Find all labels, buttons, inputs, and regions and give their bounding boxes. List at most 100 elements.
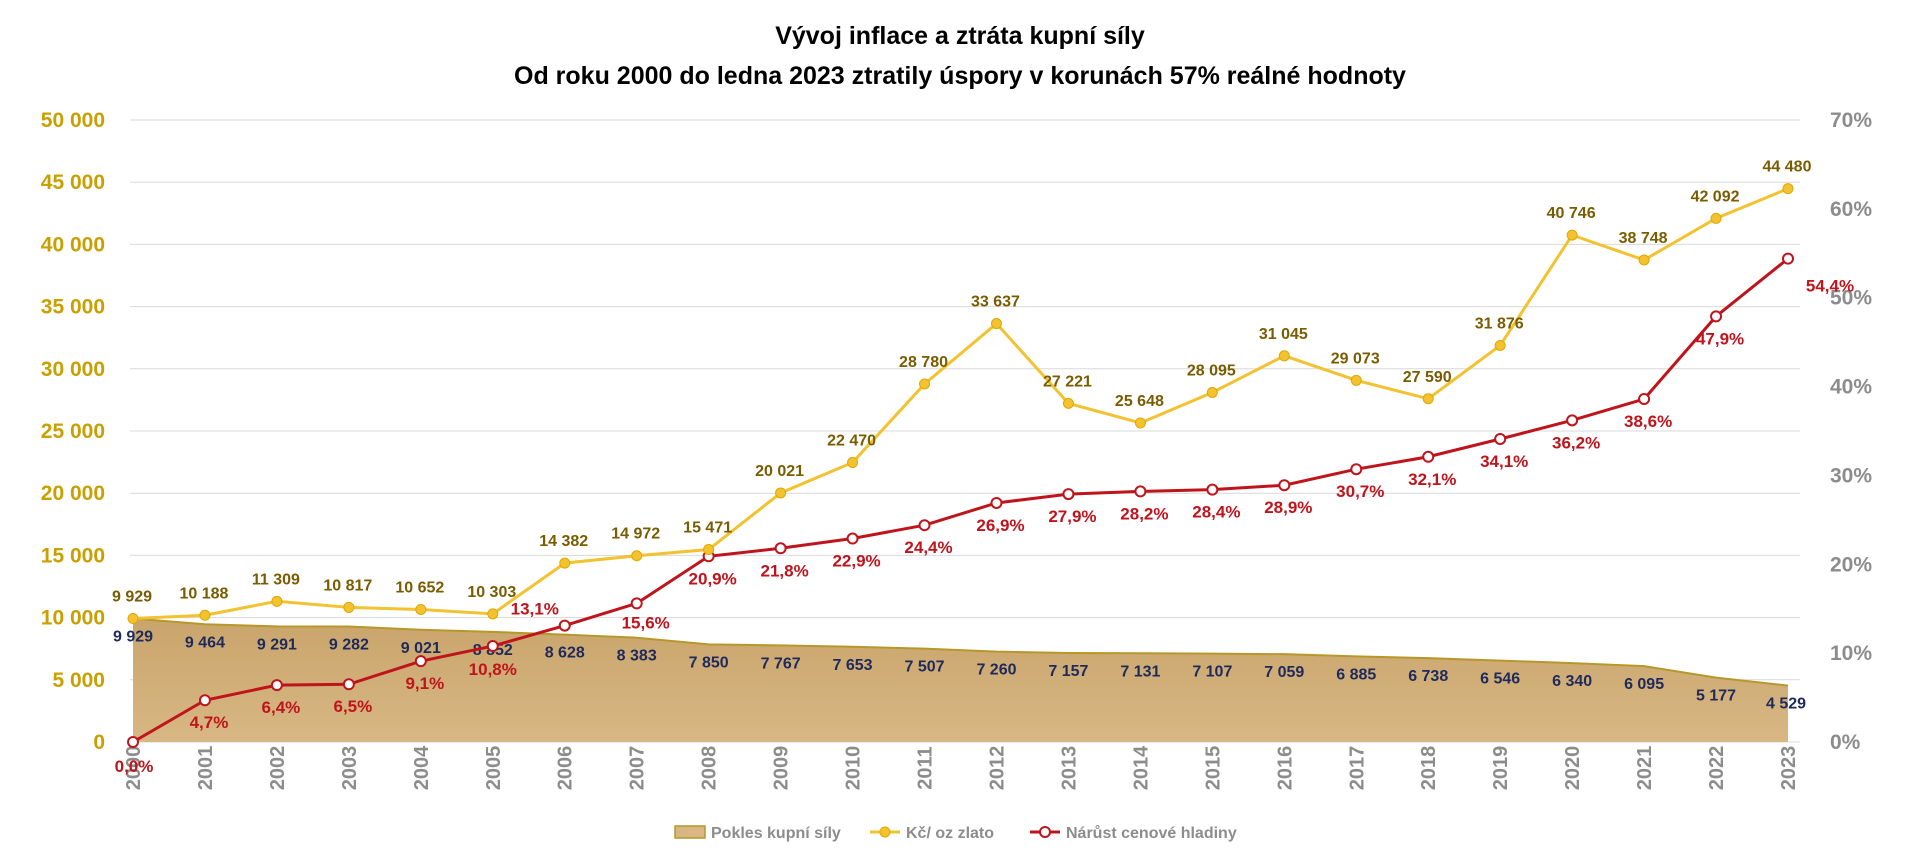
- x-tick-label: 2023: [1778, 746, 1800, 791]
- x-tick-label: 2019: [1490, 746, 1512, 791]
- inflation-data-label: 30,7%: [1336, 482, 1384, 501]
- area-data-label: 7 653: [833, 657, 873, 674]
- gold-point: [415, 603, 427, 615]
- x-tick-label: 2008: [699, 746, 721, 791]
- inflation-data-label: 9,1%: [405, 674, 444, 693]
- gold-data-label: 40 746: [1547, 205, 1596, 222]
- area-data-label: 9 282: [329, 637, 369, 654]
- series-area: 9 929 9 464 9 291 9 282 9 021 8 852 8 628 8 383…: [113, 617, 1806, 742]
- area-data-label: 5 177: [1696, 688, 1736, 705]
- left-axis-tick-label: 10 000: [41, 607, 105, 630]
- x-tick-label: 2010: [843, 746, 865, 791]
- area-data-label: 6 095: [1624, 676, 1664, 693]
- inflation-point: [1278, 479, 1291, 492]
- gold-point: [990, 318, 1002, 330]
- inflation-data-label: 6,5%: [333, 697, 372, 716]
- gold-point: [1134, 417, 1146, 429]
- gold-point: [1062, 397, 1074, 409]
- chart-title: Vývoj inflace a ztráta kupní síly: [775, 22, 1145, 50]
- gold-point: [199, 609, 211, 621]
- x-tick-label: 2012: [986, 746, 1008, 791]
- inflation-point: [342, 678, 355, 691]
- inflation-data-label: 32,1%: [1408, 470, 1456, 489]
- area-data-label: 8 383: [617, 648, 657, 665]
- gold-data-label: 33 637: [971, 294, 1020, 311]
- gold-data-label: 42 092: [1691, 188, 1740, 205]
- inflation-data-label: 24,4%: [904, 538, 952, 557]
- right-axis-tick-label: 50%: [1830, 287, 1872, 310]
- right-axis-tick-label: 10%: [1830, 642, 1872, 665]
- series-gold: 9 929 10 188 11 309 10 817 10 652 10 303 14 38…: [112, 159, 1812, 624]
- chart-subtitle: Od roku 2000 do ledna 2023 ztratily úspo…: [514, 62, 1406, 90]
- inflation-point: [270, 679, 283, 692]
- right-axis-tick-label: 60%: [1830, 198, 1872, 221]
- gold-data-label: 38 748: [1619, 230, 1668, 247]
- inflation-point: [1062, 488, 1075, 501]
- x-tick-label: 2022: [1706, 746, 1728, 791]
- left-axis-tick-label: 30 000: [41, 358, 105, 381]
- right-axis-tick-label: 30%: [1830, 464, 1872, 487]
- gold-data-label: 22 470: [827, 432, 876, 449]
- x-tick-label: 2002: [267, 746, 289, 791]
- area-data-label: 6 885: [1336, 666, 1376, 683]
- inflation-data-label: 38,6%: [1624, 412, 1672, 431]
- inflation-point: [486, 640, 499, 653]
- inflation-data-label: 28,2%: [1120, 504, 1168, 523]
- left-axis: 0 5 000 10 000 15 000 20 000 25 000 30 000 35 0…: [41, 109, 105, 754]
- area-data-label: 7 157: [1048, 663, 1088, 680]
- area-data-label: 7 507: [904, 659, 944, 676]
- x-tick-label: 2006: [555, 746, 577, 791]
- gold-data-label: 14 382: [539, 533, 588, 550]
- inflation-point: [1494, 432, 1507, 445]
- inflation-data-label: 10,8%: [469, 660, 517, 679]
- gold-data-label: 44 480: [1763, 159, 1812, 176]
- area-data-label: 7 767: [761, 655, 801, 672]
- inflation-data-label: 0,0%: [115, 757, 154, 776]
- gold-data-label: 15 471: [683, 520, 732, 537]
- inflation-data-label: 6,4%: [262, 698, 301, 717]
- gold-point: [1278, 350, 1290, 362]
- gold-point: [1782, 183, 1794, 195]
- gold-data-label: 10 652: [395, 579, 444, 596]
- inflation-data-label: 36,2%: [1552, 433, 1600, 452]
- legend-label: Pokles kupní síly: [711, 825, 841, 842]
- area-data-label: 7 260: [976, 662, 1016, 679]
- gold-point: [1710, 212, 1722, 224]
- gold-point: [1350, 374, 1362, 386]
- area-edge: [132, 617, 1789, 687]
- inflation-data-label: 27,9%: [1048, 507, 1096, 526]
- left-axis-tick-label: 45 000: [41, 171, 105, 194]
- left-axis-tick-label: 5 000: [52, 669, 105, 692]
- inflation-data-label: 28,9%: [1264, 498, 1312, 517]
- gold-data-label: 27 221: [1043, 373, 1092, 390]
- x-tick-label: 2016: [1274, 746, 1296, 791]
- gold-data-label: 10 188: [179, 585, 228, 602]
- gold-point: [559, 557, 571, 569]
- right-axis-tick-label: 20%: [1830, 553, 1872, 576]
- left-axis-tick-label: 20 000: [41, 482, 105, 505]
- gold-point: [1566, 229, 1578, 241]
- x-tick-label: 2018: [1418, 746, 1440, 791]
- gold-data-label: 28 780: [899, 354, 948, 371]
- gold-point: [919, 378, 931, 390]
- left-axis-tick-label: 50 000: [41, 109, 105, 132]
- x-tick-label: 2013: [1058, 746, 1080, 791]
- x-tick-label: 2011: [915, 746, 937, 789]
- inflation-point: [846, 532, 859, 545]
- area-data-label: 7 107: [1192, 664, 1232, 681]
- gold-point: [343, 601, 355, 613]
- inflation-data-label: 34,1%: [1480, 452, 1528, 471]
- area-data-label: 9 021: [401, 640, 441, 657]
- right-axis: 0% 10% 20% 30% 40% 50% 60% 70%: [1830, 109, 1872, 754]
- right-axis-tick-label: 40%: [1830, 376, 1872, 399]
- x-tick-label: 2003: [339, 746, 361, 791]
- inflation-point: [1782, 252, 1794, 265]
- inflation-data-label: 20,9%: [689, 569, 737, 588]
- inflation-point: [198, 694, 211, 707]
- inflation-line: [132, 257, 1789, 744]
- legend-label: Kč/ oz zlato: [906, 825, 994, 842]
- x-tick-label: 2004: [411, 745, 433, 790]
- x-tick-label: 2005: [483, 746, 505, 791]
- gold-data-label: 10 303: [467, 584, 516, 601]
